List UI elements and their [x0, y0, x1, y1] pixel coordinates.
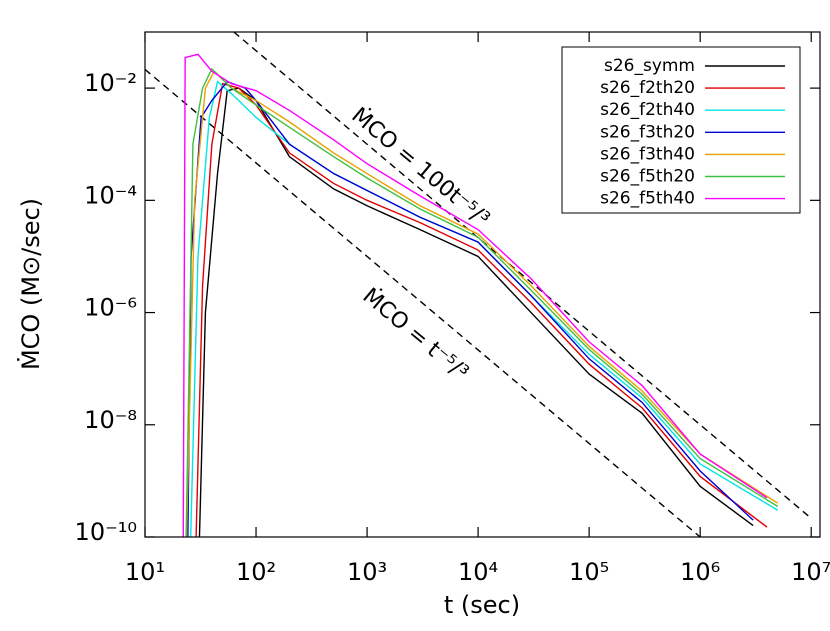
reference-line — [233, 32, 812, 519]
reference-line — [145, 68, 701, 537]
y-tick-label: 10⁻⁸ — [84, 406, 137, 434]
x-tick-label: 10⁷ — [791, 558, 830, 586]
y-tick-label: 10⁻⁴ — [84, 181, 137, 209]
x-axis-label: t (sec) — [444, 591, 520, 619]
plot-area — [145, 32, 812, 537]
series-line — [195, 82, 768, 537]
x-tick-label: 10⁶ — [680, 558, 720, 586]
x-tick-label: 10⁴ — [458, 558, 498, 586]
series-line — [198, 87, 754, 537]
legend-label: s26_symm — [604, 56, 695, 76]
legend-label: s26_f2th20 — [600, 78, 695, 98]
legend-label: s26_f3th40 — [600, 144, 695, 164]
legend-label: s26_f5th40 — [600, 189, 695, 209]
plot-frame — [144, 31, 821, 538]
legend-label: s26_f3th20 — [600, 122, 695, 142]
x-tick-label: 10² — [236, 558, 276, 586]
x-tick-label: 10³ — [347, 558, 387, 586]
x-tick-label: 10⁵ — [569, 558, 609, 586]
y-tick-label: 10⁻¹⁰ — [75, 518, 137, 546]
y-tick-label: 10⁻⁶ — [84, 294, 137, 322]
y-tick-label: 10⁻² — [84, 69, 137, 97]
x-tick-label: 10¹ — [125, 558, 165, 586]
legend-label: s26_f2th40 — [600, 100, 695, 120]
y-axis-label: ṀCO (M⊙/sec) — [16, 198, 45, 370]
series-line — [185, 70, 779, 537]
series-line — [187, 80, 754, 537]
series-line — [182, 53, 768, 537]
series-line — [185, 67, 779, 537]
legend-label: s26_f5th20 — [600, 167, 695, 187]
legend-box — [561, 46, 801, 214]
